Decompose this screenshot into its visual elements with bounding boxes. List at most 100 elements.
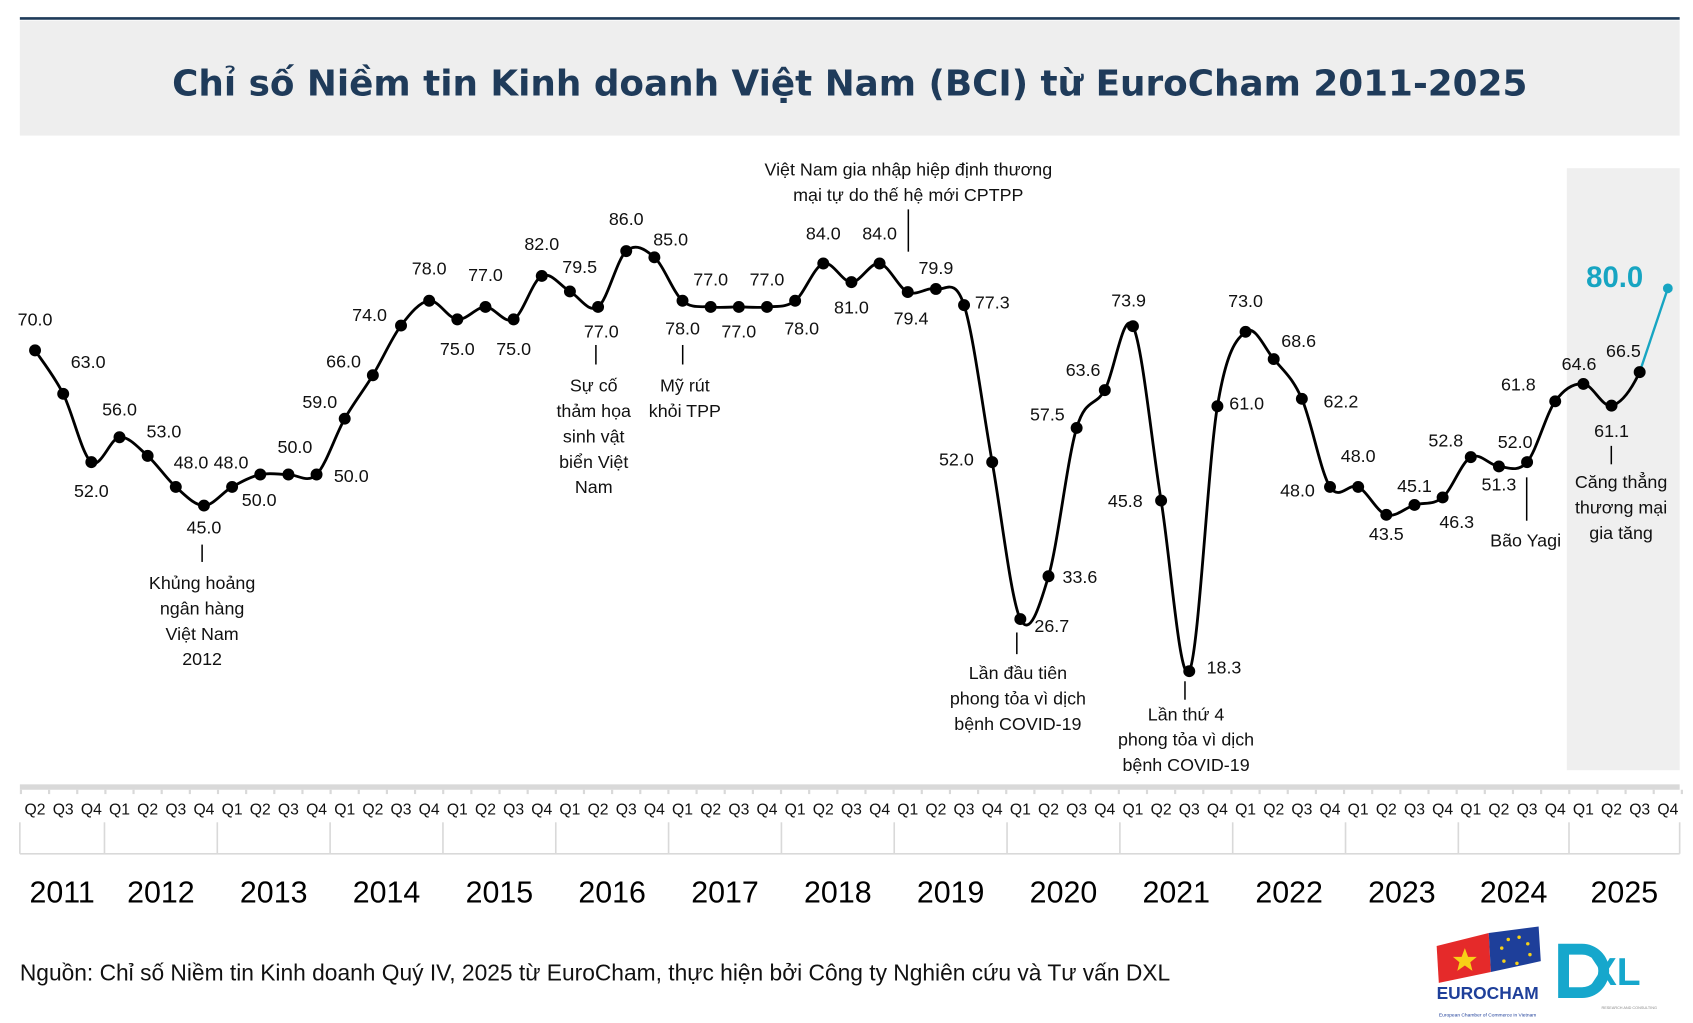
quarter-tick-label: Q2	[588, 802, 609, 819]
data-point	[85, 456, 98, 469]
axis-tick	[1427, 789, 1430, 795]
data-label: 59.0	[302, 392, 337, 412]
annotation-text: Lần thứ 4	[1148, 704, 1225, 724]
axis-tick	[779, 789, 783, 795]
axis-tick	[19, 789, 23, 795]
quarter-tick-label: Q1	[1460, 802, 1481, 819]
data-point	[1380, 508, 1393, 521]
data-label: 79.5	[562, 257, 597, 277]
quarter-tick-label: Q1	[334, 802, 355, 819]
quarter-tick-label: Q1	[109, 802, 130, 819]
quarter-tick-label: Q1	[897, 802, 918, 819]
data-point	[1183, 665, 1196, 678]
source-note: Nguồn: Chỉ số Niềm tin Kinh doanh Quý IV…	[20, 960, 1170, 986]
data-point	[901, 286, 914, 299]
year-label: 2021	[1143, 877, 1211, 910]
data-point	[226, 480, 239, 493]
data-point	[1662, 283, 1673, 294]
quarter-tick-label: Q1	[672, 802, 693, 819]
annotation-text: gia tăng	[1589, 523, 1653, 543]
data-point	[254, 468, 267, 481]
data-label: 63.0	[71, 352, 106, 372]
quarter-tick-label: Q3	[391, 802, 412, 819]
quarter-tick-label: Q4	[1545, 802, 1566, 819]
axis-tick	[357, 789, 360, 795]
axis-tick	[977, 789, 980, 795]
axis-tick	[1061, 789, 1064, 795]
data-label: 43.5	[1369, 524, 1404, 544]
data-label: 85.0	[653, 229, 688, 249]
quarter-tick-label: Q2	[813, 802, 834, 819]
quarter-tick-label: Q2	[1488, 802, 1509, 819]
data-label: 52.0	[1498, 432, 1533, 452]
axis-tick	[723, 789, 726, 795]
quarter-tick-label: Q3	[278, 802, 299, 819]
data-point	[563, 285, 576, 298]
quarter-tick-label: Q3	[616, 802, 637, 819]
data-point	[1549, 395, 1562, 408]
quarter-tick-label: Q3	[165, 802, 186, 819]
axis-tick	[1399, 789, 1402, 795]
quarter-tick-label: Q4	[193, 802, 214, 819]
axis-tick	[1568, 789, 1571, 795]
data-point	[169, 480, 182, 493]
data-label: 82.0	[524, 234, 559, 254]
year-label: 2016	[578, 877, 646, 910]
axis-tick	[1117, 789, 1120, 795]
data-point	[29, 344, 42, 357]
data-point	[817, 257, 830, 270]
data-label: 66.5	[1606, 341, 1641, 361]
axis-tick	[1540, 789, 1543, 795]
axis-tick	[498, 789, 501, 795]
dxl-logo: XL RESEARCH AND CONSULTING	[1558, 943, 1657, 1010]
year-label: 2017	[691, 877, 759, 910]
data-label: 61.0	[1229, 394, 1264, 414]
quarter-tick-label: Q4	[869, 802, 890, 819]
quarter-tick-label: Q2	[700, 802, 721, 819]
data-point	[1126, 320, 1139, 333]
year-label: 2012	[127, 877, 195, 910]
data-point	[282, 468, 295, 481]
quarter-tick-label: Q2	[362, 802, 383, 819]
annotation-text: sinh vật	[563, 426, 625, 446]
axis-tick	[695, 789, 698, 795]
annotation-text: thảm họa	[556, 401, 631, 421]
annotation-text: bệnh COVID-19	[954, 714, 1081, 734]
quarter-tick-label: Q3	[1179, 802, 1200, 819]
axis-tick	[442, 789, 445, 795]
axis-tick	[1005, 789, 1008, 795]
quarter-tick-label: Q3	[503, 802, 524, 819]
data-point	[338, 412, 351, 425]
data-point	[366, 369, 379, 382]
data-point	[1352, 480, 1365, 493]
eurocham-logo-text: EUROCHAM	[1437, 983, 1539, 1003]
data-label: 78.0	[412, 259, 447, 279]
quarter-tick-label: Q4	[1432, 802, 1453, 819]
quarter-tick-label: Q3	[954, 802, 975, 819]
eurocham-logo-subtext: European Chamber of Commerce in Vietnam	[1439, 1012, 1536, 1018]
annotation-text: Nam	[575, 477, 613, 497]
quarter-tick-label: Q3	[1291, 802, 1312, 819]
data-point	[1070, 422, 1083, 434]
axis-tick	[751, 789, 754, 795]
quarter-tick-label: Q4	[1094, 802, 1115, 819]
axis-tick	[948, 789, 952, 795]
data-label: 52.0	[74, 481, 109, 501]
data-label: 81.0	[834, 298, 869, 318]
year-label: 2020	[1030, 877, 1098, 910]
axis-tick	[1258, 789, 1261, 795]
quarter-tick-label: Q1	[785, 802, 806, 819]
data-label: 74.0	[352, 305, 387, 325]
shaded-2025-region	[1566, 168, 1680, 771]
quarter-tick-label: Q2	[1601, 802, 1622, 819]
data-point	[1408, 498, 1421, 511]
data-label: 48.0	[1341, 446, 1376, 466]
data-point	[704, 300, 717, 313]
data-point	[113, 431, 126, 444]
data-point	[1239, 325, 1252, 338]
quarter-tick-label: Q2	[25, 802, 46, 819]
axis-tick	[1596, 789, 1599, 795]
dxl-d-icon	[1558, 943, 1610, 999]
quarter-tick-label: Q4	[644, 802, 665, 819]
annotation-text: biển Việt	[559, 452, 628, 472]
